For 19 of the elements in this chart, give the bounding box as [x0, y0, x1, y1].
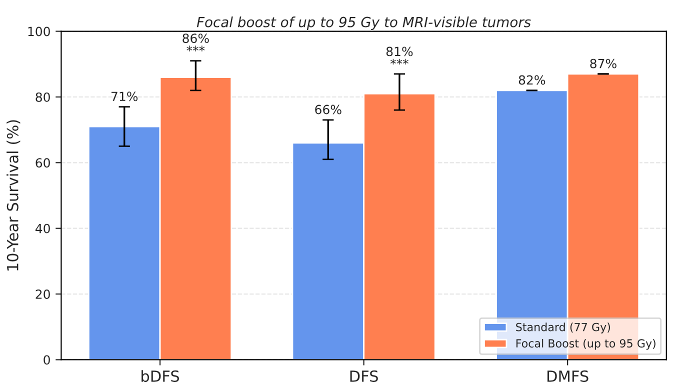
y-axis-title: 10-Year Survival (%) — [6, 120, 20, 270]
y-tick-label: 20 — [36, 290, 50, 299]
data-label: 71% — [112, 92, 138, 102]
y-tick-label: 60 — [36, 158, 50, 168]
y-tick-label: 40 — [35, 224, 50, 234]
data-label: 87% — [590, 58, 616, 68]
x-tick-label: DMFS — [547, 370, 588, 382]
legend-label: Standard (77 Gy) — [516, 322, 610, 334]
data-label: 82% — [518, 75, 546, 85]
y-tick-label: 80 — [36, 92, 50, 102]
y-tick-label: 100 — [28, 26, 50, 36]
data-label: 66% — [315, 104, 342, 114]
legend-label: Focal Boost (up to 95 Gy) — [516, 338, 656, 350]
x-tick-label: DFS — [350, 370, 378, 382]
data-label: 81% *** — [386, 46, 413, 65]
chart-title: Focal boost of up to 95 Gy to MRI-visible tumors — [196, 16, 531, 30]
x-tick-label: bDFS — [142, 370, 180, 382]
data-label: 86% *** — [182, 34, 209, 52]
y-tick-label: 0 — [44, 355, 50, 365]
